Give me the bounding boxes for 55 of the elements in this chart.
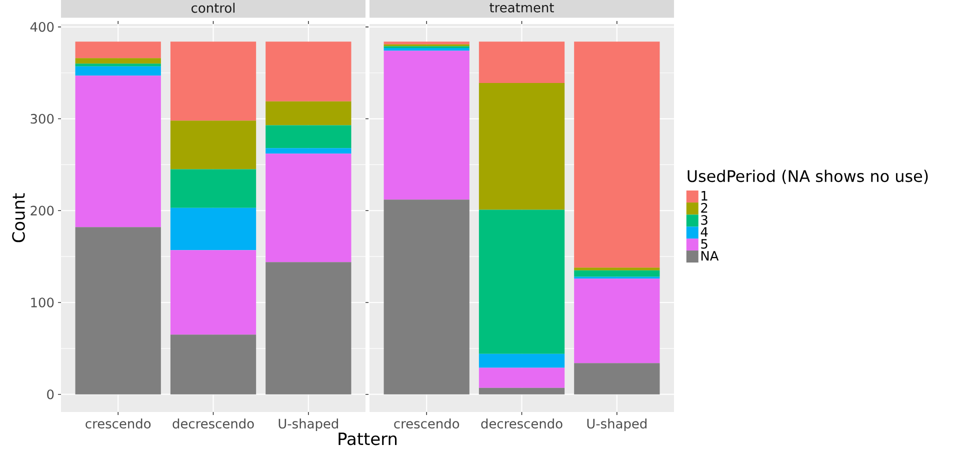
x-tick-label: decrescendo [172,418,254,429]
bar [478,42,565,83]
bar [266,148,352,154]
bar [170,42,256,121]
bar [266,125,352,148]
legend-label: NA [701,251,719,261]
y-tick-label: 300 [30,114,54,124]
x-axis-title: Pattern [338,432,397,446]
bar [574,268,660,270]
bar [266,42,352,102]
bar [478,368,565,388]
chart-title: control [192,2,235,13]
legend-label: 1 [702,191,708,200]
bar [266,101,352,126]
bar [75,227,161,394]
bar [574,363,660,394]
bar [574,270,660,277]
x-tick-label: decrescendo [481,418,562,429]
bar [266,262,352,394]
bar [574,278,660,364]
x-tick-label: crescendo [86,418,151,429]
legend-label: 3 [701,215,708,225]
chart-title: treatment [490,3,554,12]
bar [75,76,161,228]
x-tick-label: U-shaped [278,418,338,432]
bar [75,58,161,64]
bar [170,250,256,335]
bar [170,208,256,250]
bar [478,82,565,210]
bar [75,66,161,76]
bar [75,64,161,66]
bar [384,200,470,394]
bar [170,334,256,394]
bar [170,169,256,208]
y-tick-label: 400 [30,22,54,32]
bar [75,42,161,58]
x-tick-label: crescendo [394,418,460,429]
bar [478,354,565,368]
y-tick-label: 0 [47,389,54,400]
bar [478,210,565,354]
bar [478,388,565,394]
y-tick-label: 100 [31,298,54,308]
bar [384,50,470,200]
y-tick-label: 200 [30,206,54,216]
bar [384,48,470,51]
x-tick-label: U-shaped [587,418,646,432]
bar [170,120,256,170]
y-axis-title: Count [12,193,25,242]
legend-label: 2 [701,202,708,213]
bar [266,154,352,262]
bar [574,42,660,268]
legend-label: 5 [701,239,708,249]
legend-label: 4 [700,227,708,237]
legend-title: UsedPeriod (NA shows no use) [688,170,928,184]
bar [384,42,470,44]
